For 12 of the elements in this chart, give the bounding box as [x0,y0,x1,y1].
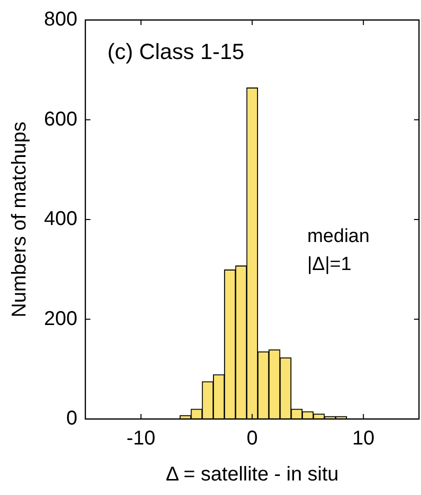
text: (c) Class 1-15 [107,39,244,64]
x-tick-label: -10 [126,428,156,450]
x-tick-label: 0 [246,428,258,450]
y-tick-label: 200 [44,308,78,330]
annotation: median |Δ|=1 [307,226,370,276]
y-tick-label: 400 [44,208,78,230]
y-tick-label: 600 [44,108,78,130]
y-tick-label: 0 [66,408,78,430]
x-tick-label: 10 [352,428,375,450]
y-axis-title: Numbers of matchups [8,122,31,318]
x-axis-title: Δ = satellite - in situ [166,464,339,486]
y-tick-label: 800 [44,8,78,31]
